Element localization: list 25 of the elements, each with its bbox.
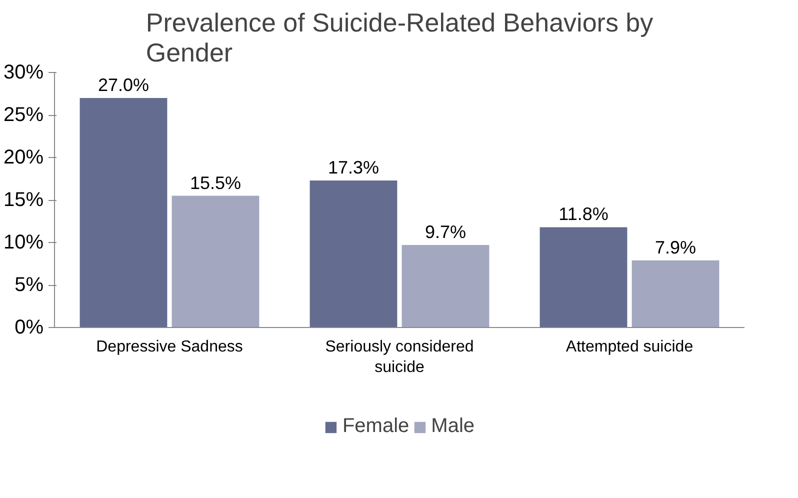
bar [80, 98, 168, 328]
bar [172, 196, 260, 328]
data-label: 9.7% [424, 222, 466, 242]
y-tick-label: 25% [3, 104, 44, 126]
bar [540, 227, 628, 328]
y-tick-label: 10% [3, 232, 44, 254]
y-tick-label: 5% [14, 274, 44, 296]
y-tick-label: 0% [14, 316, 44, 338]
legend-label: Female [342, 415, 410, 438]
chart-title: Prevalence of Suicide-Related Behaviors by Gender [146, 8, 654, 68]
bar [310, 180, 398, 328]
bar [632, 260, 720, 328]
y-tick-label: 30% [3, 62, 44, 84]
x-tick-label: Seriously considered suicide [325, 338, 474, 376]
y-tick-label: 15% [3, 189, 44, 211]
data-label: 17.3% [328, 157, 380, 178]
legend-label: Male [431, 415, 475, 438]
y-tick-label: 20% [3, 146, 44, 168]
data-label: 11.8% [558, 204, 608, 224]
data-label: 15.5% [190, 172, 242, 193]
x-tick-label: Depressive Sadness [96, 338, 243, 356]
data-label: 7.9% [654, 237, 696, 258]
data-label: 27.0% [98, 75, 150, 95]
bar [402, 245, 490, 328]
x-tick-label: Attempted suicide [566, 338, 694, 356]
